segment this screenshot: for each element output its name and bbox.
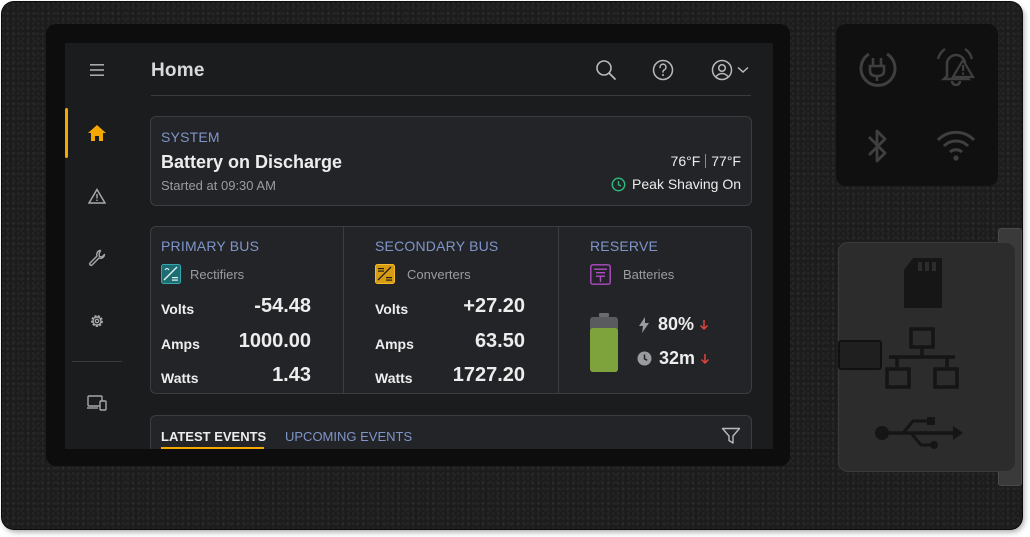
peak-shaving-status: Peak Shaving On bbox=[611, 176, 741, 192]
bluetooth-icon bbox=[868, 129, 887, 163]
ethernet-icon bbox=[885, 327, 959, 389]
top-bar: Home bbox=[151, 43, 751, 96]
secondary-amps-value: 63.50 bbox=[474, 330, 525, 352]
charge-readout: 80% bbox=[638, 314, 709, 335]
primary-bus-panel[interactable]: PRIMARY BUS Rectifiers Volts -54.48 Amps 1… bbox=[151, 227, 343, 393]
secondary-watts-value: 1727.20 bbox=[452, 364, 525, 386]
nav-home[interactable] bbox=[65, 113, 129, 153]
reserve-source: Batteries bbox=[590, 264, 674, 285]
bus-divider-1 bbox=[343, 227, 344, 393]
bus-divider-2 bbox=[558, 227, 559, 393]
primary-amps-row: Amps 1000.00 bbox=[161, 330, 311, 356]
devices-icon bbox=[87, 395, 107, 411]
page-title: Home bbox=[151, 60, 205, 81]
secondary-bus-source-label: Converters bbox=[407, 266, 471, 282]
tab-upcoming-events[interactable]: UPCOMING EVENTS bbox=[285, 429, 413, 444]
runtime-readout: 32m bbox=[637, 348, 710, 369]
primary-volts-label: Volts bbox=[161, 301, 195, 317]
down-arrow-icon bbox=[701, 353, 710, 364]
primary-volts-row: Volts -54.48 bbox=[161, 295, 311, 321]
temperature-readout: 76°F 77°F bbox=[671, 153, 741, 169]
nav-rail bbox=[65, 43, 129, 449]
filter-icon bbox=[721, 427, 741, 444]
sd-card-icon bbox=[904, 258, 942, 308]
started-time: Started at 09:30 AM bbox=[161, 178, 276, 193]
primary-amps-value: 1000.00 bbox=[238, 330, 311, 352]
nav-maintenance[interactable] bbox=[65, 238, 129, 278]
charge-percent: 80% bbox=[658, 314, 695, 334]
hamburger-icon bbox=[90, 64, 104, 76]
menu-button[interactable] bbox=[65, 50, 129, 90]
temperature-a: 76°F bbox=[670, 153, 701, 169]
system-label: SYSTEM bbox=[161, 129, 220, 145]
primary-bus-title: PRIMARY BUS bbox=[161, 238, 260, 254]
alarm-bell-icon bbox=[936, 47, 975, 86]
reserve-panel[interactable]: RESERVE Batteries 80% 32m bbox=[559, 227, 751, 393]
lightning-icon bbox=[639, 316, 649, 333]
cable-clip bbox=[838, 340, 882, 370]
secondary-watts-label: Watts bbox=[375, 370, 413, 386]
active-indicator bbox=[65, 108, 68, 158]
secondary-bus-source: Converters bbox=[375, 264, 471, 284]
secondary-volts-row: Volts +27.20 bbox=[375, 295, 525, 321]
power-plug-icon bbox=[859, 52, 897, 87]
secondary-volts-value: +27.20 bbox=[463, 295, 525, 317]
nav-settings[interactable] bbox=[65, 301, 129, 341]
secondary-volts-label: Volts bbox=[375, 301, 409, 317]
primary-volts-value: -54.48 bbox=[254, 295, 311, 317]
battery-gauge-icon bbox=[590, 313, 618, 372]
user-icon bbox=[711, 59, 733, 81]
secondary-bus-panel[interactable]: SECONDARY BUS Converters Volts +27.20 Amp… bbox=[365, 227, 557, 393]
active-tab-underline bbox=[161, 447, 264, 449]
primary-bus-source-label: Rectifiers bbox=[190, 266, 245, 282]
home-icon bbox=[88, 125, 106, 141]
runtime-value: 32m bbox=[659, 348, 696, 368]
rectifier-icon bbox=[161, 264, 181, 284]
search-icon bbox=[596, 60, 616, 80]
primary-watts-label: Watts bbox=[161, 370, 199, 386]
converter-icon bbox=[375, 264, 395, 284]
primary-watts-row: Watts 1.43 bbox=[161, 364, 311, 390]
system-status: Battery on Discharge bbox=[161, 152, 343, 172]
power-summary-card: PRIMARY BUS Rectifiers Volts -54.48 Amps 1… bbox=[150, 226, 752, 394]
status-indicator-panel bbox=[836, 24, 998, 186]
primary-watts-value: 1.43 bbox=[272, 364, 311, 386]
filter-button[interactable] bbox=[721, 427, 741, 449]
account-button[interactable] bbox=[707, 57, 753, 83]
gear-icon bbox=[91, 315, 103, 327]
primary-bus-source: Rectifiers bbox=[161, 264, 244, 284]
secondary-amps-row: Amps 63.50 bbox=[375, 330, 525, 356]
nav-alarms[interactable] bbox=[65, 176, 129, 216]
reserve-source-label: Batteries bbox=[623, 267, 675, 282]
wifi-icon bbox=[936, 130, 976, 161]
help-icon bbox=[652, 59, 674, 81]
temperature-b: 77°F bbox=[711, 153, 741, 169]
wrench-icon bbox=[88, 249, 106, 267]
clock-icon bbox=[637, 351, 652, 366]
reserve-title: RESERVE bbox=[590, 238, 659, 254]
search-button[interactable] bbox=[593, 57, 619, 83]
tab-latest-events[interactable]: LATEST EVENTS bbox=[161, 429, 267, 444]
system-card[interactable]: SYSTEM Battery on Discharge Started at 0… bbox=[150, 116, 752, 206]
down-arrow-icon bbox=[700, 319, 709, 330]
touch-screen: Home SYSTEM Battery on Discharge Started… bbox=[65, 43, 773, 449]
peak-shaving-label: Peak Shaving On bbox=[632, 176, 741, 192]
chevron-down-icon bbox=[737, 66, 749, 74]
nav-devices[interactable] bbox=[65, 383, 129, 423]
battery-list-icon bbox=[590, 264, 611, 285]
events-tabs: LATEST EVENTS UPCOMING EVENTS bbox=[150, 415, 752, 449]
temp-separator bbox=[705, 154, 707, 168]
usb-icon bbox=[875, 417, 963, 449]
secondary-amps-label: Amps bbox=[375, 336, 414, 352]
help-button[interactable] bbox=[650, 57, 676, 83]
primary-amps-label: Amps bbox=[161, 336, 200, 352]
warning-icon bbox=[88, 188, 106, 204]
clock-icon bbox=[611, 177, 626, 191]
secondary-bus-title: SECONDARY BUS bbox=[375, 238, 499, 254]
rail-divider bbox=[72, 361, 122, 362]
secondary-watts-row: Watts 1727.20 bbox=[375, 364, 525, 390]
